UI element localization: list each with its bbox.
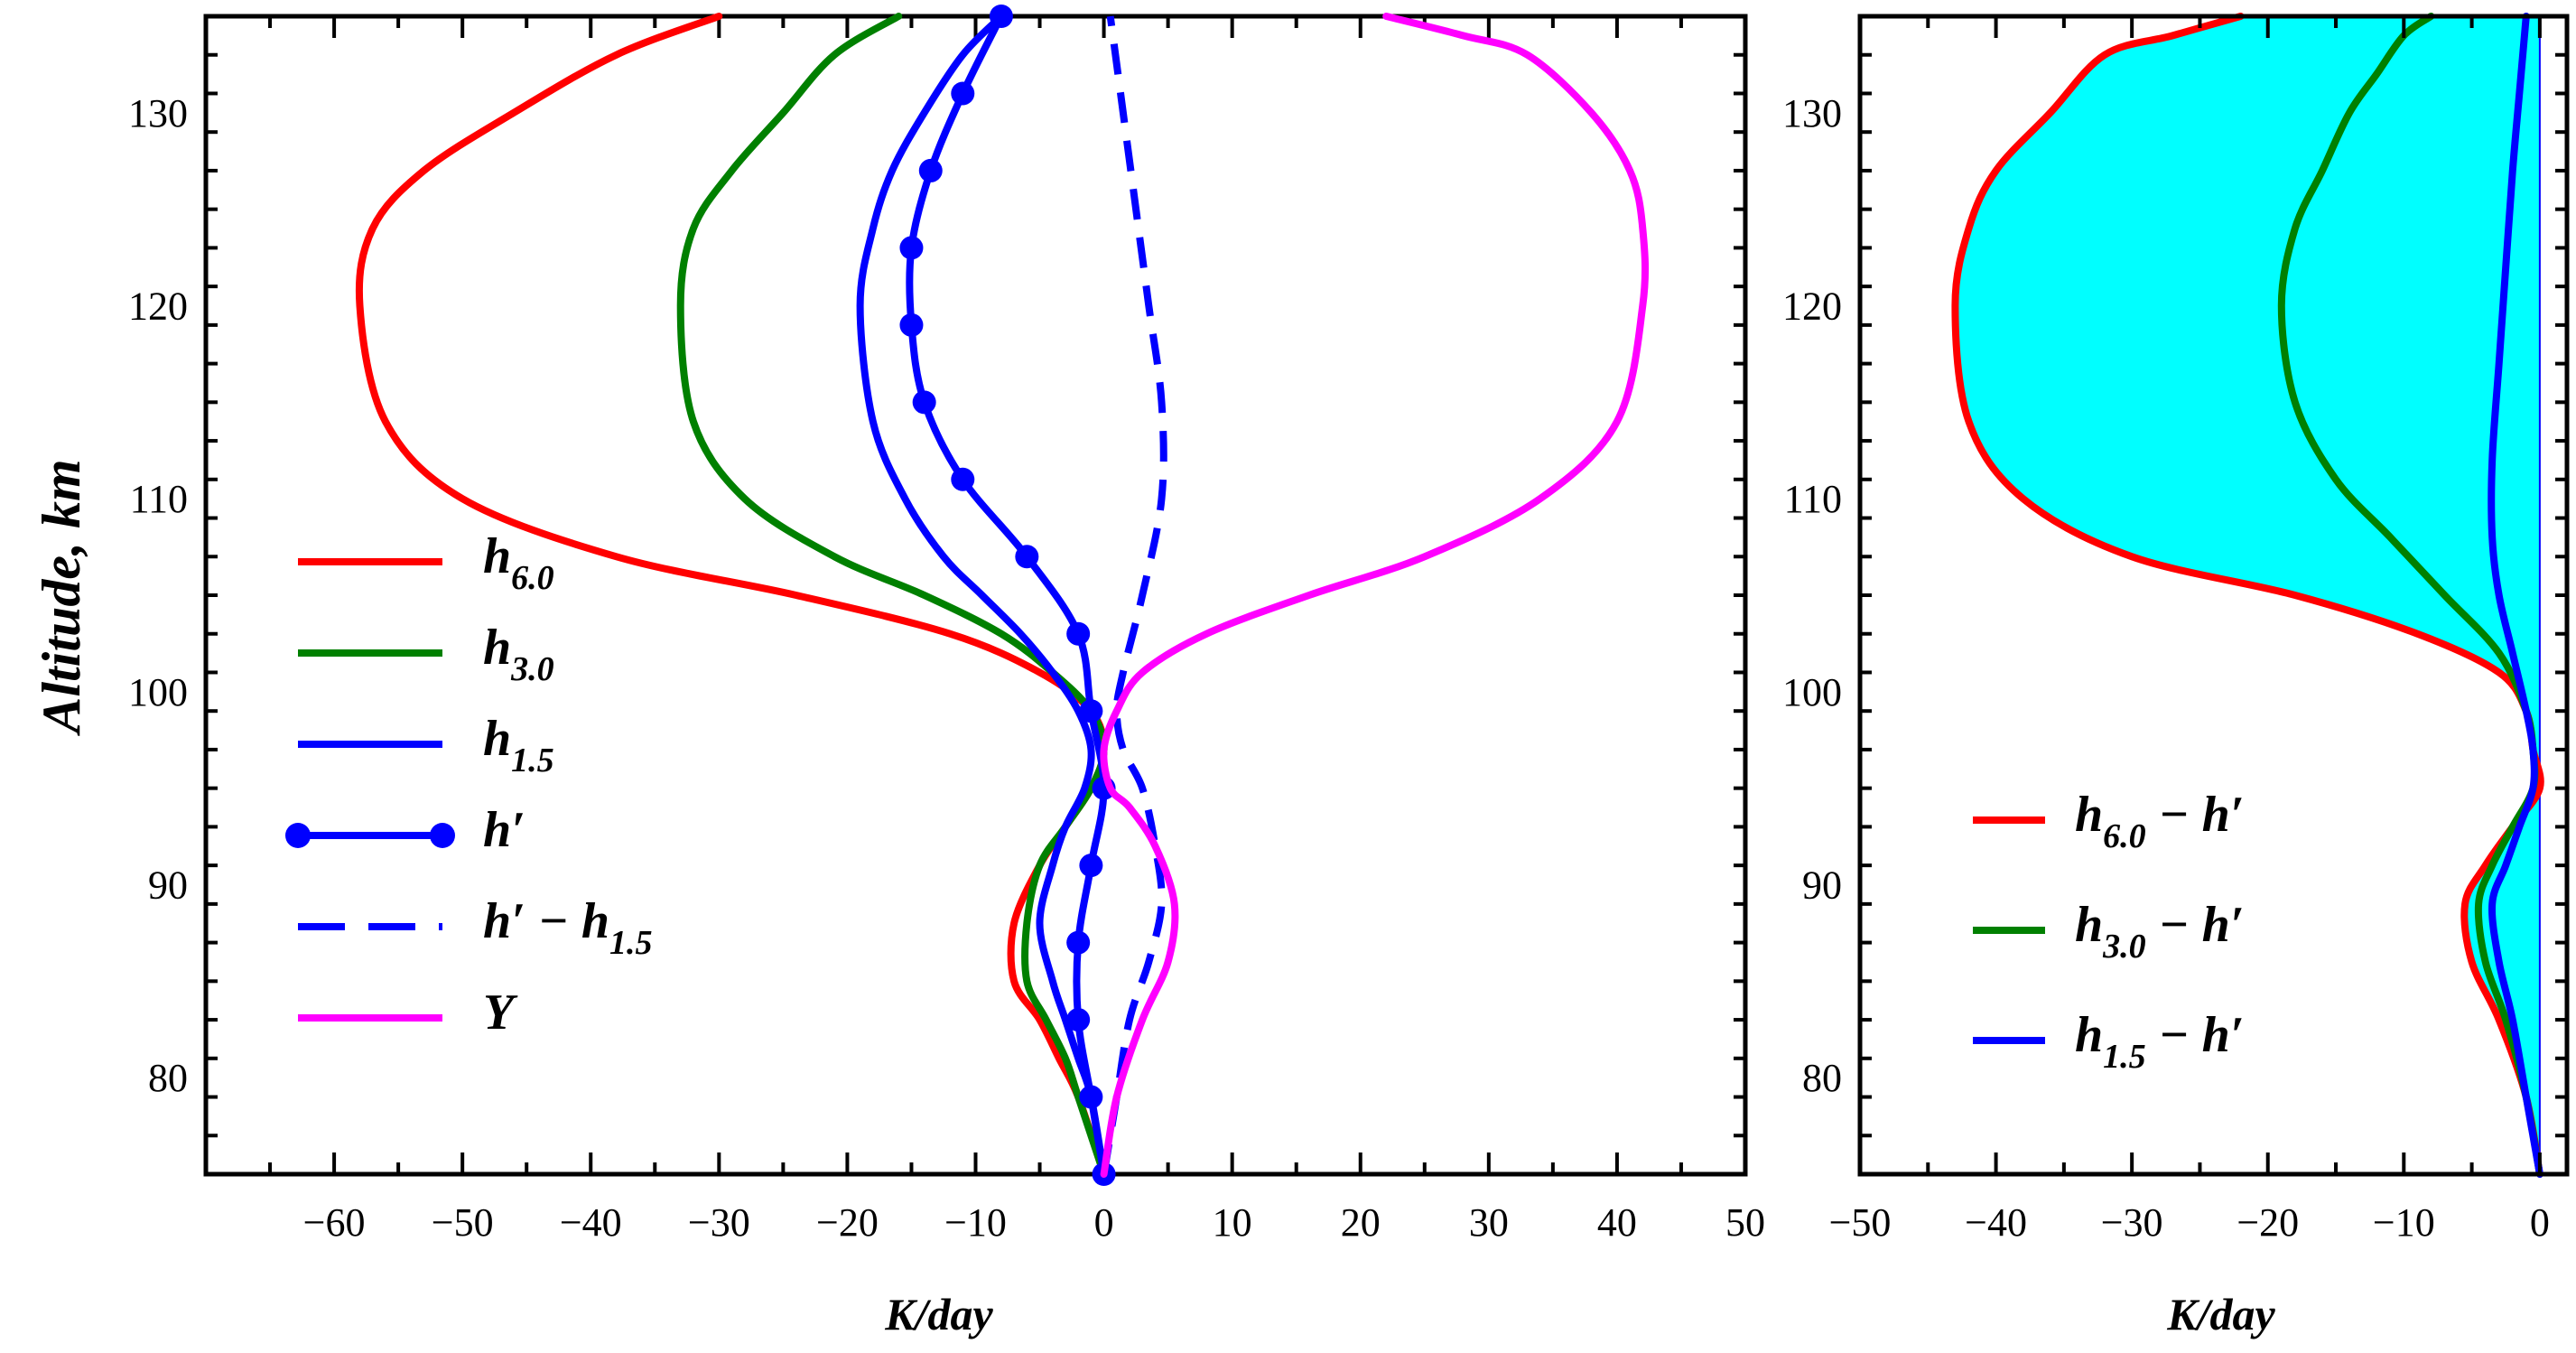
series-3-marker (951, 81, 975, 106)
series-3-marker (951, 467, 975, 491)
right-legend-2-suffix: − h′ (2146, 1007, 2245, 1063)
series-4-line (1100, 15, 1167, 1175)
left-ticks (204, 14, 1747, 1176)
y-tick-label: 80 (148, 1056, 188, 1100)
series-3-marker (1079, 1085, 1103, 1109)
right-legend-0-subscript: 6.0 (2103, 817, 2146, 855)
right-y-tick-label: 120 (1782, 285, 1842, 329)
x-tick-label: −60 (303, 1200, 366, 1245)
x-tick-label: −50 (432, 1200, 494, 1245)
series-3-marker (1066, 1008, 1091, 1032)
right-legend: h6.0 − h′h3.0 − h′h1.5 − h′ (1973, 787, 2244, 1076)
legend-1-name: h (483, 620, 511, 676)
series-3-marker (1079, 699, 1103, 723)
series-5-line (1100, 13, 1650, 1178)
legend-2-label: h1.5 (483, 711, 554, 779)
right-ticks (1858, 14, 2567, 1176)
series-3-marker (1066, 930, 1091, 955)
series-1-line (676, 13, 1108, 1178)
right-x-tick-label: −20 (2237, 1200, 2299, 1245)
right-x-tick-label: −30 (2101, 1200, 2163, 1245)
legend-0-subscript: 6.0 (511, 559, 554, 597)
legend-4-name: h′ − h (483, 893, 609, 949)
legend-4-subscript: 1.5 (609, 924, 653, 962)
right-y-tick-label: 130 (1782, 91, 1842, 135)
x-tick-label: −40 (560, 1200, 622, 1245)
left-series-group (355, 5, 1650, 1186)
legend-3-label: h′ (483, 802, 525, 858)
legend-0-label: h6.0 (483, 528, 554, 597)
left-legend: h6.0h3.0h1.5h′h′ − h1.5Y (285, 528, 652, 1040)
x-tick-label: −10 (944, 1200, 1007, 1245)
x-tick-label: 30 (1469, 1200, 1509, 1245)
right-legend-1-suffix: − h′ (2146, 897, 2245, 953)
series-3-marker (899, 313, 924, 337)
legend-3-name: h′ (483, 802, 525, 858)
x-tick-label: 0 (1094, 1200, 1114, 1245)
x-tick-label: 10 (1213, 1200, 1252, 1245)
left-plot-frame (203, 14, 1748, 1177)
legend-5-label: Y (483, 984, 518, 1040)
right-legend-2-label: h1.5 − h′ (2075, 1007, 2244, 1076)
left-panel: −60 −50 −40 −30 −20 −10 0 10 20 30 40 50 80 90 100 110 1… (32, 5, 1765, 1339)
right-legend-2-subscript: 1.5 (2103, 1038, 2146, 1076)
legend-marker-3 (285, 823, 311, 848)
right-series-1-line (2277, 13, 2543, 1178)
right-legend-1-label: h3.0 − h′ (2075, 897, 2244, 966)
legend-1-label: h3.0 (483, 620, 554, 688)
series-0-line (355, 13, 1108, 1178)
y-tick-label: 120 (128, 285, 188, 329)
right-legend-1-subscript: 3.0 (2102, 928, 2146, 966)
right-series-2-line (2488, 13, 2543, 1178)
series-3-marker (1079, 854, 1103, 878)
series-3-marker (1066, 621, 1091, 646)
right-y-tick-label: 90 (1802, 863, 1842, 908)
right-legend-0-suffix: − h′ (2146, 787, 2245, 843)
right-x-tick-label: −50 (1829, 1200, 1892, 1245)
right-x-axis-title: K/day (2166, 1289, 2275, 1339)
series-3-marker (1015, 545, 1039, 569)
right-x-tick-label: −10 (2373, 1200, 2435, 1245)
left-tick-labels: −60 −50 −40 −30 −20 −10 0 10 20 30 40 50 80 90 100 110 1… (128, 91, 1765, 1245)
legend-2-name: h (483, 711, 511, 767)
legend-marker-3 (430, 823, 455, 848)
x-tick-label: 50 (1725, 1200, 1765, 1245)
y-tick-label: 90 (148, 863, 188, 908)
y-tick-label: 100 (128, 670, 188, 714)
legend-4-label: h′ − h1.5 (483, 893, 652, 962)
right-series-group (1951, 13, 2544, 1178)
legend-5-name: Y (483, 984, 518, 1040)
right-y-tick-label: 100 (1782, 670, 1842, 714)
right-legend-0-label: h6.0 − h′ (2075, 787, 2244, 855)
right-series-0-line (1951, 13, 2544, 1178)
left-x-axis-title: K/day (884, 1289, 993, 1339)
difference-fill-area (1955, 16, 2541, 1174)
series-3-marker (989, 5, 1013, 28)
y-tick-label: 110 (130, 477, 188, 521)
right-legend-1-name: h (2075, 897, 2103, 953)
right-y-tick-label: 80 (1802, 1056, 1842, 1100)
right-x-tick-label: −40 (1965, 1200, 2027, 1245)
legend-2-subscript: 1.5 (511, 742, 554, 779)
legend-0-name: h (483, 528, 511, 584)
right-x-tick-label: 0 (2530, 1200, 2550, 1245)
right-y-tick-label: 110 (1784, 477, 1842, 521)
series-3-marker (918, 158, 943, 182)
right-tick-labels: −50 −40 −30 −20 −10 0 80 90 100 110 120 130 (1782, 91, 2550, 1245)
y-tick-label: 130 (128, 91, 188, 135)
series-3-line (906, 13, 1108, 1178)
x-tick-label: 40 (1597, 1200, 1637, 1245)
series-3-marker (912, 390, 936, 415)
x-tick-label: −30 (688, 1200, 750, 1245)
series-2-line (856, 13, 1108, 1178)
x-tick-label: 20 (1341, 1200, 1381, 1245)
x-tick-label: −20 (816, 1200, 879, 1245)
right-legend-0-name: h (2075, 787, 2103, 843)
series-3-marker (899, 236, 924, 260)
right-legend-2-name: h (2075, 1007, 2103, 1063)
y-axis-title: Altitude, km (32, 459, 91, 736)
legend-1-subscript: 3.0 (510, 650, 554, 688)
